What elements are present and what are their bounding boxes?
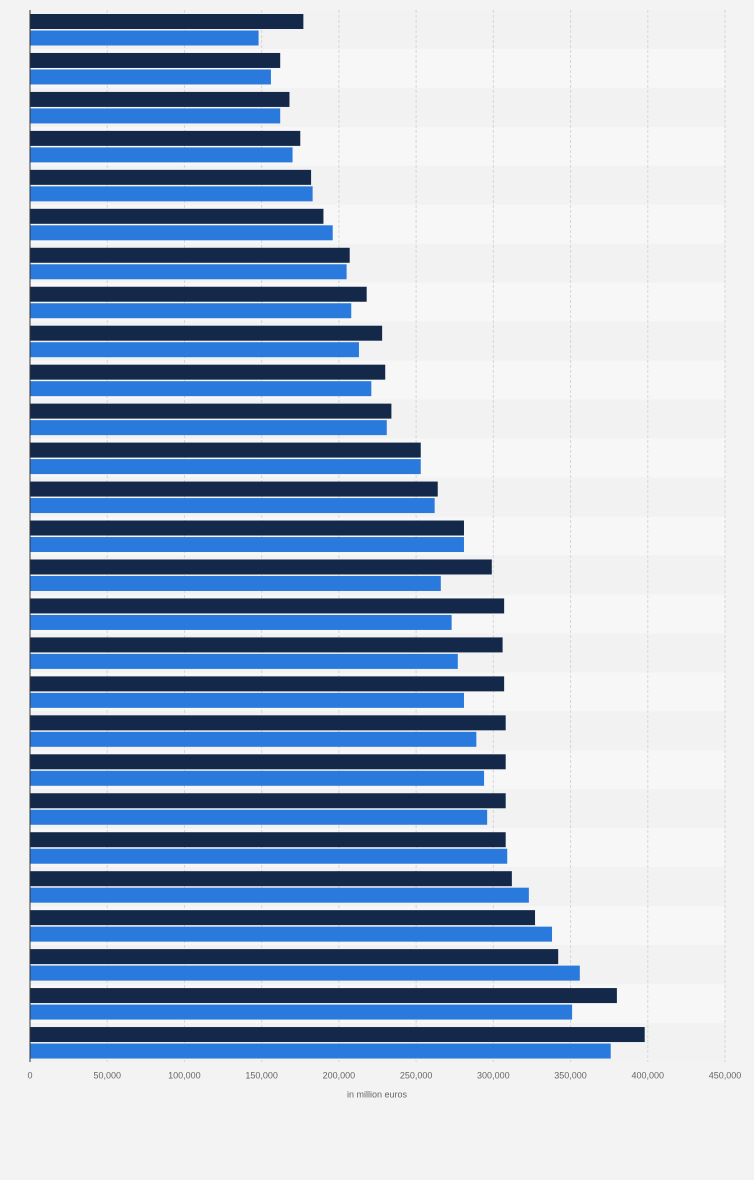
- bar: [30, 186, 313, 202]
- bar: [30, 926, 553, 942]
- x-tick-label: 350,000: [554, 1070, 587, 1080]
- bar: [30, 14, 304, 29]
- bar: [30, 614, 452, 630]
- bar: [30, 949, 559, 965]
- bar: [30, 520, 464, 536]
- bar: [30, 325, 383, 341]
- bar: [30, 848, 508, 864]
- bar: [30, 809, 488, 825]
- bar: [30, 225, 333, 241]
- bar: [30, 459, 421, 475]
- bar: [30, 988, 617, 1004]
- bar: [30, 1043, 611, 1059]
- x-tick-label: 50,000: [93, 1070, 121, 1080]
- bar: [30, 965, 580, 981]
- bar: [30, 676, 505, 692]
- bar: [30, 247, 350, 263]
- bar: [30, 303, 352, 319]
- bar: [30, 30, 259, 46]
- bar: [30, 420, 387, 436]
- bar: [30, 598, 505, 614]
- bar: [30, 481, 438, 497]
- bar: [30, 286, 367, 302]
- bar: [30, 364, 386, 380]
- bar: [30, 754, 506, 770]
- bar: [30, 832, 506, 848]
- bar: [30, 871, 512, 887]
- x-tick-label: 200,000: [323, 1070, 356, 1080]
- bar: [30, 130, 301, 146]
- x-tick-label: 100,000: [168, 1070, 201, 1080]
- x-axis-title: in million euros: [347, 1089, 408, 1099]
- bar: [30, 169, 312, 185]
- x-tick-label: 300,000: [477, 1070, 510, 1080]
- bar: [30, 342, 359, 358]
- bar: [30, 381, 372, 397]
- bar: [30, 442, 421, 458]
- bar: [30, 770, 485, 786]
- bar: [30, 1004, 573, 1020]
- bar: [30, 1027, 645, 1043]
- bar: [30, 793, 506, 809]
- bar: [30, 52, 281, 68]
- x-tick-label: 250,000: [400, 1070, 433, 1080]
- x-tick-label: 0: [27, 1070, 32, 1080]
- bar: [30, 264, 347, 280]
- x-tick-label: 400,000: [632, 1070, 665, 1080]
- bar: [30, 498, 435, 514]
- bar: [30, 559, 492, 575]
- bar: [30, 147, 293, 163]
- bar: [30, 715, 506, 731]
- bar: [30, 692, 464, 708]
- bar: [30, 537, 464, 553]
- bar: [30, 653, 458, 669]
- bar: [30, 637, 503, 653]
- bar: [30, 69, 271, 85]
- bar: [30, 108, 281, 124]
- bar: [30, 403, 392, 419]
- bar: [30, 575, 441, 591]
- x-tick-label: 450,000: [709, 1070, 742, 1080]
- x-tick-label: 150,000: [245, 1070, 278, 1080]
- bar: [30, 731, 477, 747]
- bar: [30, 887, 529, 903]
- bar: [30, 91, 290, 107]
- bar: [30, 208, 324, 224]
- bar: [30, 910, 536, 926]
